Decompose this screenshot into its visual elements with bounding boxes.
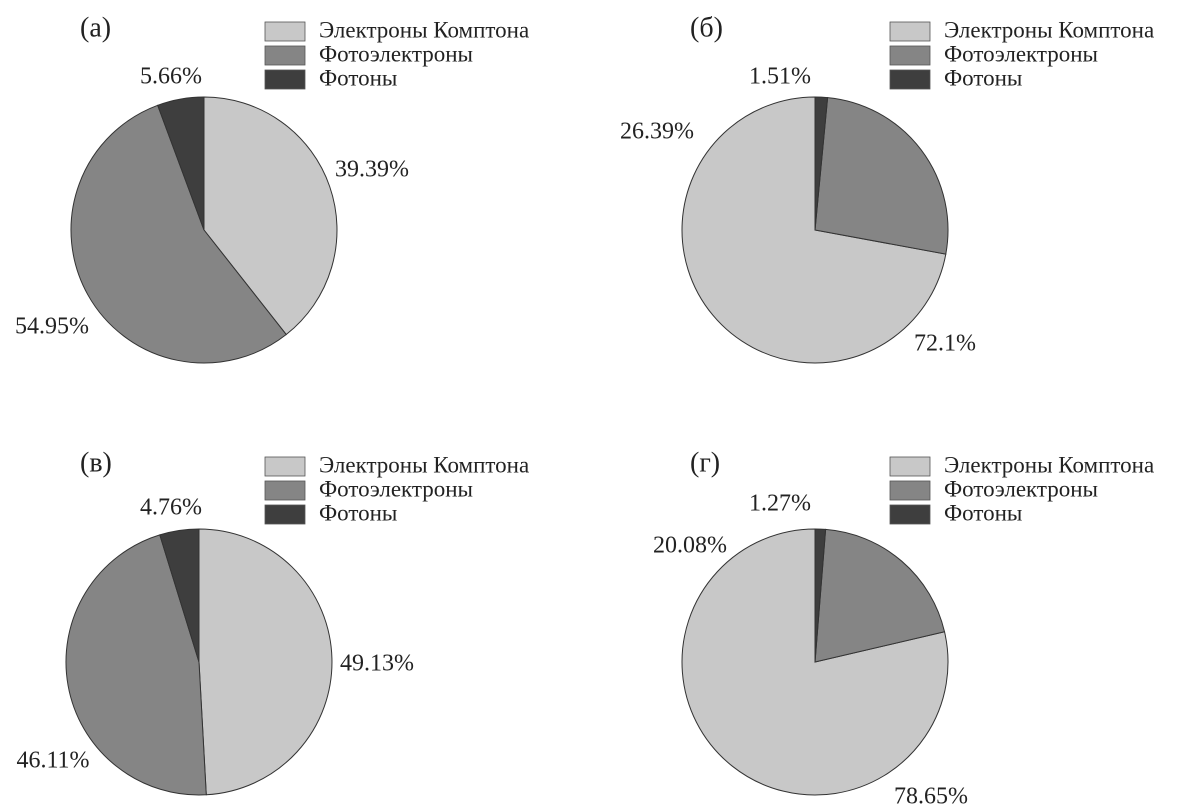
pie-4-photoelectrons-slice <box>814 528 946 663</box>
pie-3-value-label-3: 4.76% <box>140 495 202 521</box>
pie-4-legend-compton-electrons-text: Электроны Комптона <box>944 452 1154 477</box>
pie-1-panel-label: (а) <box>80 12 111 43</box>
pie-4-panel-label: (г) <box>690 447 720 478</box>
pie-2-value-label-2: 26.39% <box>620 119 694 145</box>
pie-4-legend-photoelectrons-swatch <box>889 480 931 501</box>
pie-1-value-label-1: 39.39% <box>335 157 409 183</box>
pie-1-legend-photons-swatch <box>264 69 306 90</box>
pie-3-value-label-2: 46.11% <box>16 748 89 774</box>
pie-3-legend-photoelectrons-text: Фотоэлектроны <box>319 476 473 501</box>
pie-3-photons-slice <box>159 528 200 663</box>
pie-4-legend-photons-swatch <box>889 504 931 525</box>
pie-2-value-label-1: 72.1% <box>914 331 976 357</box>
pie-1-legend-compton-electrons-text: Электроны Комптона <box>319 17 529 42</box>
pie-4-legend-photoelectrons-text: Фотоэлектроны <box>944 476 1098 501</box>
pie-1-photoelectrons-slice <box>70 104 287 364</box>
pie-2-legend-compton-electrons-text: Электроны Комптона <box>944 17 1154 42</box>
pie-2-legend-photons-swatch <box>889 69 931 90</box>
pie-3-legend-photons-text: Фотоны <box>319 500 397 525</box>
pie-4-value-label-1: 78.65% <box>894 784 968 808</box>
pie-2-compton-electrons-slice <box>681 96 947 364</box>
pie-1-compton-electrons-slice <box>203 96 338 336</box>
pie-4-value-label-3: 1.27% <box>749 491 811 517</box>
pie-2-legend-photons-text: Фотоны <box>944 65 1022 90</box>
pie-3-panel-label: (в) <box>80 447 112 478</box>
pie-4-legend-compton-electrons-swatch <box>889 456 931 477</box>
pie-3-compton-electrons-slice <box>198 528 333 796</box>
pie-1-photons-slice <box>157 96 205 231</box>
pie-4-photons-slice <box>814 528 827 663</box>
pie-1-value-label-3: 5.66% <box>140 64 202 90</box>
pie-2-legend-photoelectrons-swatch <box>889 45 931 66</box>
pie-1-legend-photoelectrons-swatch <box>264 45 306 66</box>
pie-3-legend-photoelectrons-swatch <box>264 480 306 501</box>
pie-1-legend-compton-electrons-swatch <box>264 21 306 42</box>
pie-1-legend-photoelectrons-text: Фотоэлектроны <box>319 41 473 66</box>
pie-1-legend-photons-text: Фотоны <box>319 65 397 90</box>
pie-2-legend-compton-electrons-swatch <box>889 21 931 42</box>
pie-2-photons-slice <box>814 96 829 231</box>
pie-3-legend-photons-swatch <box>264 504 306 525</box>
pie-3-legend-compton-electrons-swatch <box>264 456 306 477</box>
pie-3-legend-compton-electrons-text: Электроны Комптона <box>319 452 529 477</box>
pie-2-legend-photoelectrons-text: Фотоэлектроны <box>944 41 1098 66</box>
pie-2-value-label-3: 1.51% <box>749 64 811 90</box>
pie-2-panel-label: (б) <box>690 12 723 43</box>
pie-3-value-label-1: 49.13% <box>340 651 414 677</box>
pie-4-value-label-2: 20.08% <box>653 533 727 559</box>
pie-2-photoelectrons-slice <box>814 97 949 255</box>
pie-4-legend-photons-text: Фотоны <box>944 500 1022 525</box>
pie-3-photoelectrons-slice <box>65 534 207 796</box>
pie-1-value-label-2: 54.95% <box>15 314 89 340</box>
